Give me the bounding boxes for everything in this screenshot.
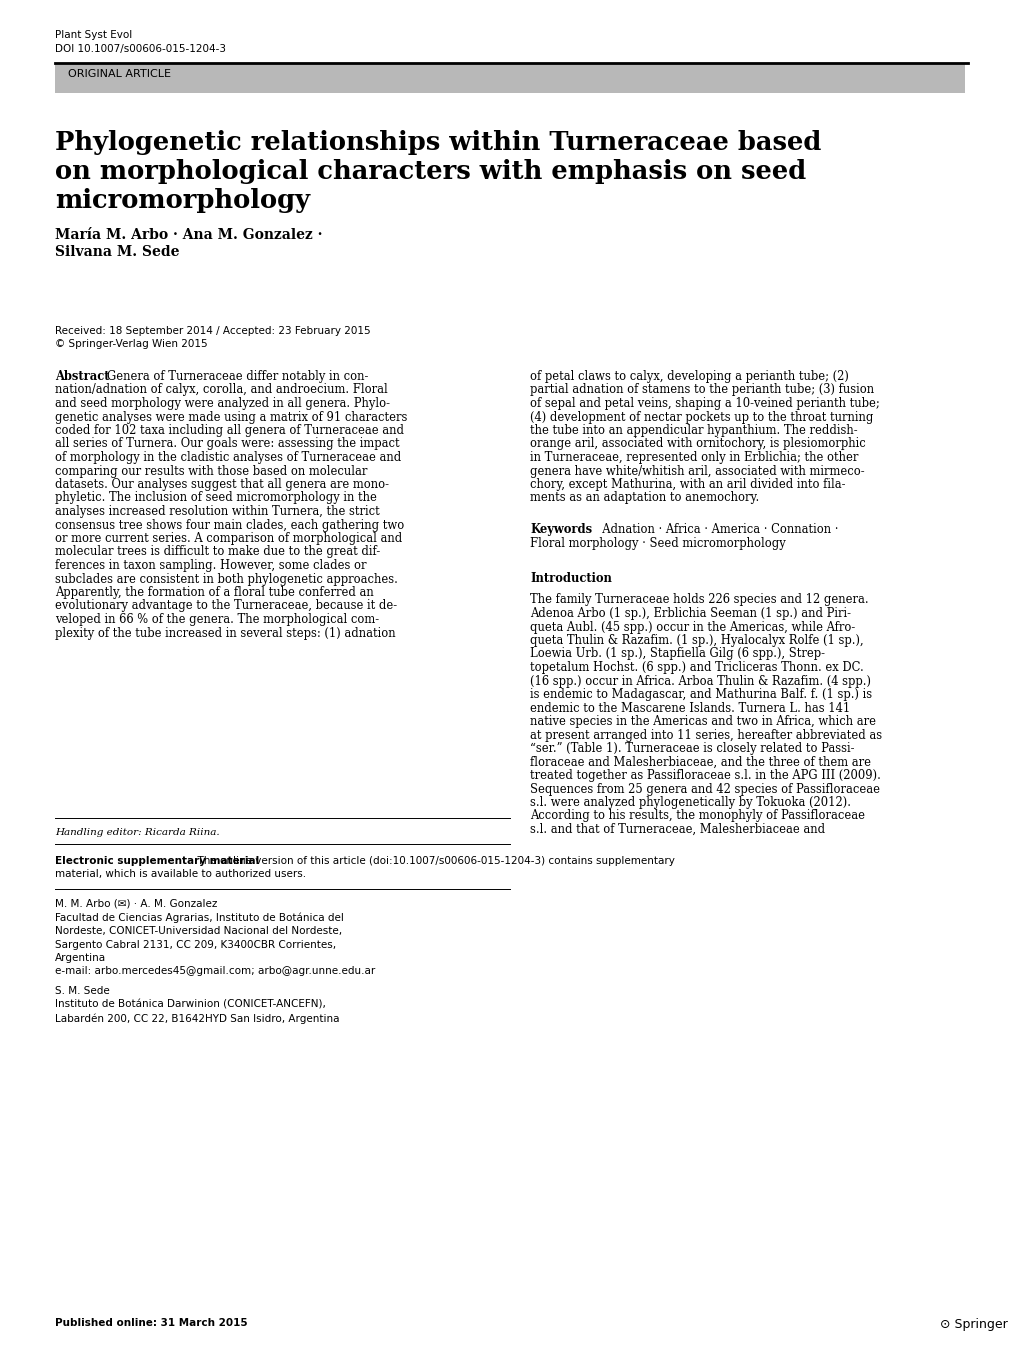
Text: queta Aubl. (45 spp.) occur in the Americas, while Afro-: queta Aubl. (45 spp.) occur in the Ameri… bbox=[530, 621, 854, 634]
Text: s.l. were analyzed phylogenetically by Tokuoka (2012).: s.l. were analyzed phylogenetically by T… bbox=[530, 795, 850, 809]
Text: floraceae and Malesherbiaceae, and the three of them are: floraceae and Malesherbiaceae, and the t… bbox=[530, 756, 870, 768]
Text: at present arranged into 11 series, hereafter abbreviated as: at present arranged into 11 series, here… bbox=[530, 729, 881, 741]
Text: material, which is available to authorized users.: material, which is available to authoriz… bbox=[55, 870, 306, 879]
Text: micromorphology: micromorphology bbox=[55, 188, 310, 213]
Text: Published online: 31 March 2015: Published online: 31 March 2015 bbox=[55, 1318, 248, 1328]
Text: chory, except Mathurina, with an aril divided into fila-: chory, except Mathurina, with an aril di… bbox=[530, 478, 845, 491]
Text: ORIGINAL ARTICLE: ORIGINAL ARTICLE bbox=[68, 69, 171, 79]
Text: Abstract: Abstract bbox=[55, 370, 109, 383]
Text: genetic analyses were made using a matrix of 91 characters: genetic analyses were made using a matri… bbox=[55, 411, 407, 424]
Text: Sargento Cabral 2131, CC 209, K3400CBR Corrientes,: Sargento Cabral 2131, CC 209, K3400CBR C… bbox=[55, 939, 336, 950]
Text: Keywords: Keywords bbox=[530, 523, 592, 537]
Text: © Springer-Verlag Wien 2015: © Springer-Verlag Wien 2015 bbox=[55, 339, 208, 350]
Text: datasets. Our analyses suggest that all genera are mono-: datasets. Our analyses suggest that all … bbox=[55, 478, 388, 491]
Text: native species in the Americas and two in Africa, which are: native species in the Americas and two i… bbox=[530, 715, 875, 728]
Text: Adenoa Arbo (1 sp.), Erblichia Seeman (1 sp.) and Piri-: Adenoa Arbo (1 sp.), Erblichia Seeman (1… bbox=[530, 607, 850, 621]
Text: veloped in 66 % of the genera. The morphological com-: veloped in 66 % of the genera. The morph… bbox=[55, 612, 379, 626]
Text: of morphology in the cladistic analyses of Turneraceae and: of morphology in the cladistic analyses … bbox=[55, 451, 400, 463]
Text: in Turneraceae, represented only in Erblichia; the other: in Turneraceae, represented only in Erbl… bbox=[530, 451, 858, 463]
Text: Adnation · Africa · America · Connation ·: Adnation · Africa · America · Connation … bbox=[594, 523, 838, 537]
Text: Labardén 200, CC 22, B1642HYD San Isidro, Argentina: Labardén 200, CC 22, B1642HYD San Isidro… bbox=[55, 1014, 339, 1023]
Text: Floral morphology · Seed micromorphology: Floral morphology · Seed micromorphology bbox=[530, 537, 785, 550]
Text: (4) development of nectar pockets up to the throat turning: (4) development of nectar pockets up to … bbox=[530, 411, 872, 424]
Text: (16 spp.) occur in Africa. Arboa Thulin & Razafim. (4 spp.): (16 spp.) occur in Africa. Arboa Thulin … bbox=[530, 675, 870, 687]
Text: Nordeste, CONICET-Universidad Nacional del Nordeste,: Nordeste, CONICET-Universidad Nacional d… bbox=[55, 925, 341, 936]
Text: on morphological characters with emphasis on seed: on morphological characters with emphasi… bbox=[55, 159, 805, 184]
Text: Genera of Turneraceae differ notably in con-: Genera of Turneraceae differ notably in … bbox=[107, 370, 368, 383]
Text: comparing our results with those based on molecular: comparing our results with those based o… bbox=[55, 465, 367, 477]
Text: is endemic to Madagascar, and Mathurina Balf. f. (1 sp.) is: is endemic to Madagascar, and Mathurina … bbox=[530, 688, 871, 701]
Text: endemic to the Mascarene Islands. Turnera L. has 141: endemic to the Mascarene Islands. Turner… bbox=[530, 702, 850, 714]
Text: s.l. and that of Turneraceae, Malesherbiaceae and: s.l. and that of Turneraceae, Malesherbi… bbox=[530, 822, 824, 836]
Text: Electronic supplementary material: Electronic supplementary material bbox=[55, 856, 259, 866]
Text: Argentina: Argentina bbox=[55, 953, 106, 963]
Text: Sequences from 25 genera and 42 species of Passifloraceae: Sequences from 25 genera and 42 species … bbox=[530, 782, 879, 795]
Text: ferences in taxon sampling. However, some clades or: ferences in taxon sampling. However, som… bbox=[55, 560, 366, 572]
Text: topetalum Hochst. (6 spp.) and Tricliceras Thonn. ex DC.: topetalum Hochst. (6 spp.) and Triclicer… bbox=[530, 661, 863, 673]
Text: The family Turneraceae holds 226 species and 12 genera.: The family Turneraceae holds 226 species… bbox=[530, 593, 868, 607]
Text: María M. Arbo · Ana M. Gonzalez ·: María M. Arbo · Ana M. Gonzalez · bbox=[55, 228, 322, 243]
Text: The online version of this article (doi:10.1007/s00606-015-1204-3) contains supp: The online version of this article (doi:… bbox=[191, 856, 675, 866]
Text: plexity of the tube increased in several steps: (1) adnation: plexity of the tube increased in several… bbox=[55, 626, 395, 640]
Text: and seed morphology were analyzed in all genera. Phylo-: and seed morphology were analyzed in all… bbox=[55, 397, 389, 411]
Text: analyses increased resolution within Turnera, the strict: analyses increased resolution within Tur… bbox=[55, 505, 379, 518]
Text: molecular trees is difficult to make due to the great dif-: molecular trees is difficult to make due… bbox=[55, 546, 380, 558]
Bar bbox=[55, 62, 964, 93]
Text: of sepal and petal veins, shaping a 10-veined perianth tube;: of sepal and petal veins, shaping a 10-v… bbox=[530, 397, 878, 411]
Text: partial adnation of stamens to the perianth tube; (3) fusion: partial adnation of stamens to the peria… bbox=[530, 383, 873, 397]
Text: evolutionary advantage to the Turneraceae, because it de-: evolutionary advantage to the Turneracea… bbox=[55, 599, 396, 612]
Text: “ser.” (Table 1). Turneraceae is closely related to Passi-: “ser.” (Table 1). Turneraceae is closely… bbox=[530, 743, 854, 755]
Text: DOI 10.1007/s00606-015-1204-3: DOI 10.1007/s00606-015-1204-3 bbox=[55, 43, 226, 54]
Text: phyletic. The inclusion of seed micromorphology in the: phyletic. The inclusion of seed micromor… bbox=[55, 492, 376, 504]
Text: According to his results, the monophyly of Passifloraceae: According to his results, the monophyly … bbox=[530, 809, 864, 822]
Text: Silvana M. Sede: Silvana M. Sede bbox=[55, 245, 179, 259]
Text: Apparently, the formation of a floral tube conferred an: Apparently, the formation of a floral tu… bbox=[55, 585, 373, 599]
Text: nation/adnation of calyx, corolla, and androecium. Floral: nation/adnation of calyx, corolla, and a… bbox=[55, 383, 387, 397]
Text: consensus tree shows four main clades, each gathering two: consensus tree shows four main clades, e… bbox=[55, 519, 404, 531]
Text: treated together as Passifloraceae s.l. in the APG III (2009).: treated together as Passifloraceae s.l. … bbox=[530, 770, 880, 782]
Text: queta Thulin & Razafim. (1 sp.), Hyalocalyx Rolfe (1 sp.),: queta Thulin & Razafim. (1 sp.), Hyaloca… bbox=[530, 634, 863, 646]
Text: all series of Turnera. Our goals were: assessing the impact: all series of Turnera. Our goals were: a… bbox=[55, 438, 399, 450]
Text: Loewia Urb. (1 sp.), Stapfiella Gilg (6 spp.), Strep-: Loewia Urb. (1 sp.), Stapfiella Gilg (6 … bbox=[530, 648, 824, 660]
Text: Received: 18 September 2014 / Accepted: 23 February 2015: Received: 18 September 2014 / Accepted: … bbox=[55, 327, 370, 336]
Text: M. M. Arbo (✉) · A. M. Gonzalez: M. M. Arbo (✉) · A. M. Gonzalez bbox=[55, 898, 217, 909]
Text: of petal claws to calyx, developing a perianth tube; (2): of petal claws to calyx, developing a pe… bbox=[530, 370, 848, 383]
Text: coded for 102 taxa including all genera of Turneraceae and: coded for 102 taxa including all genera … bbox=[55, 424, 404, 438]
Text: Plant Syst Evol: Plant Syst Evol bbox=[55, 30, 132, 41]
Text: Introduction: Introduction bbox=[530, 572, 611, 585]
Text: ⊙ Springer: ⊙ Springer bbox=[940, 1318, 1007, 1331]
Text: S. M. Sede: S. M. Sede bbox=[55, 986, 110, 996]
Text: subclades are consistent in both phylogenetic approaches.: subclades are consistent in both phyloge… bbox=[55, 573, 397, 585]
Text: Facultad de Ciencias Agrarias, Instituto de Botánica del: Facultad de Ciencias Agrarias, Instituto… bbox=[55, 912, 343, 923]
Text: e-mail: arbo.mercedes45@gmail.com; arbo@agr.unne.edu.ar: e-mail: arbo.mercedes45@gmail.com; arbo@… bbox=[55, 966, 375, 977]
Text: Phylogenetic relationships within Turneraceae based: Phylogenetic relationships within Turner… bbox=[55, 130, 820, 154]
Text: or more current series. A comparison of morphological and: or more current series. A comparison of … bbox=[55, 533, 401, 545]
Text: genera have white/whitish aril, associated with mirmeco-: genera have white/whitish aril, associat… bbox=[530, 465, 864, 477]
Text: orange aril, associated with ornitochory, is plesiomorphic: orange aril, associated with ornitochory… bbox=[530, 438, 865, 450]
Text: Handling editor: Ricarda Riina.: Handling editor: Ricarda Riina. bbox=[55, 828, 219, 837]
Text: Instituto de Botánica Darwinion (CONICET-ANCEFN),: Instituto de Botánica Darwinion (CONICET… bbox=[55, 1000, 325, 1009]
Text: ments as an adaptation to anemochory.: ments as an adaptation to anemochory. bbox=[530, 492, 758, 504]
Text: the tube into an appendicular hypanthium. The reddish-: the tube into an appendicular hypanthium… bbox=[530, 424, 857, 438]
